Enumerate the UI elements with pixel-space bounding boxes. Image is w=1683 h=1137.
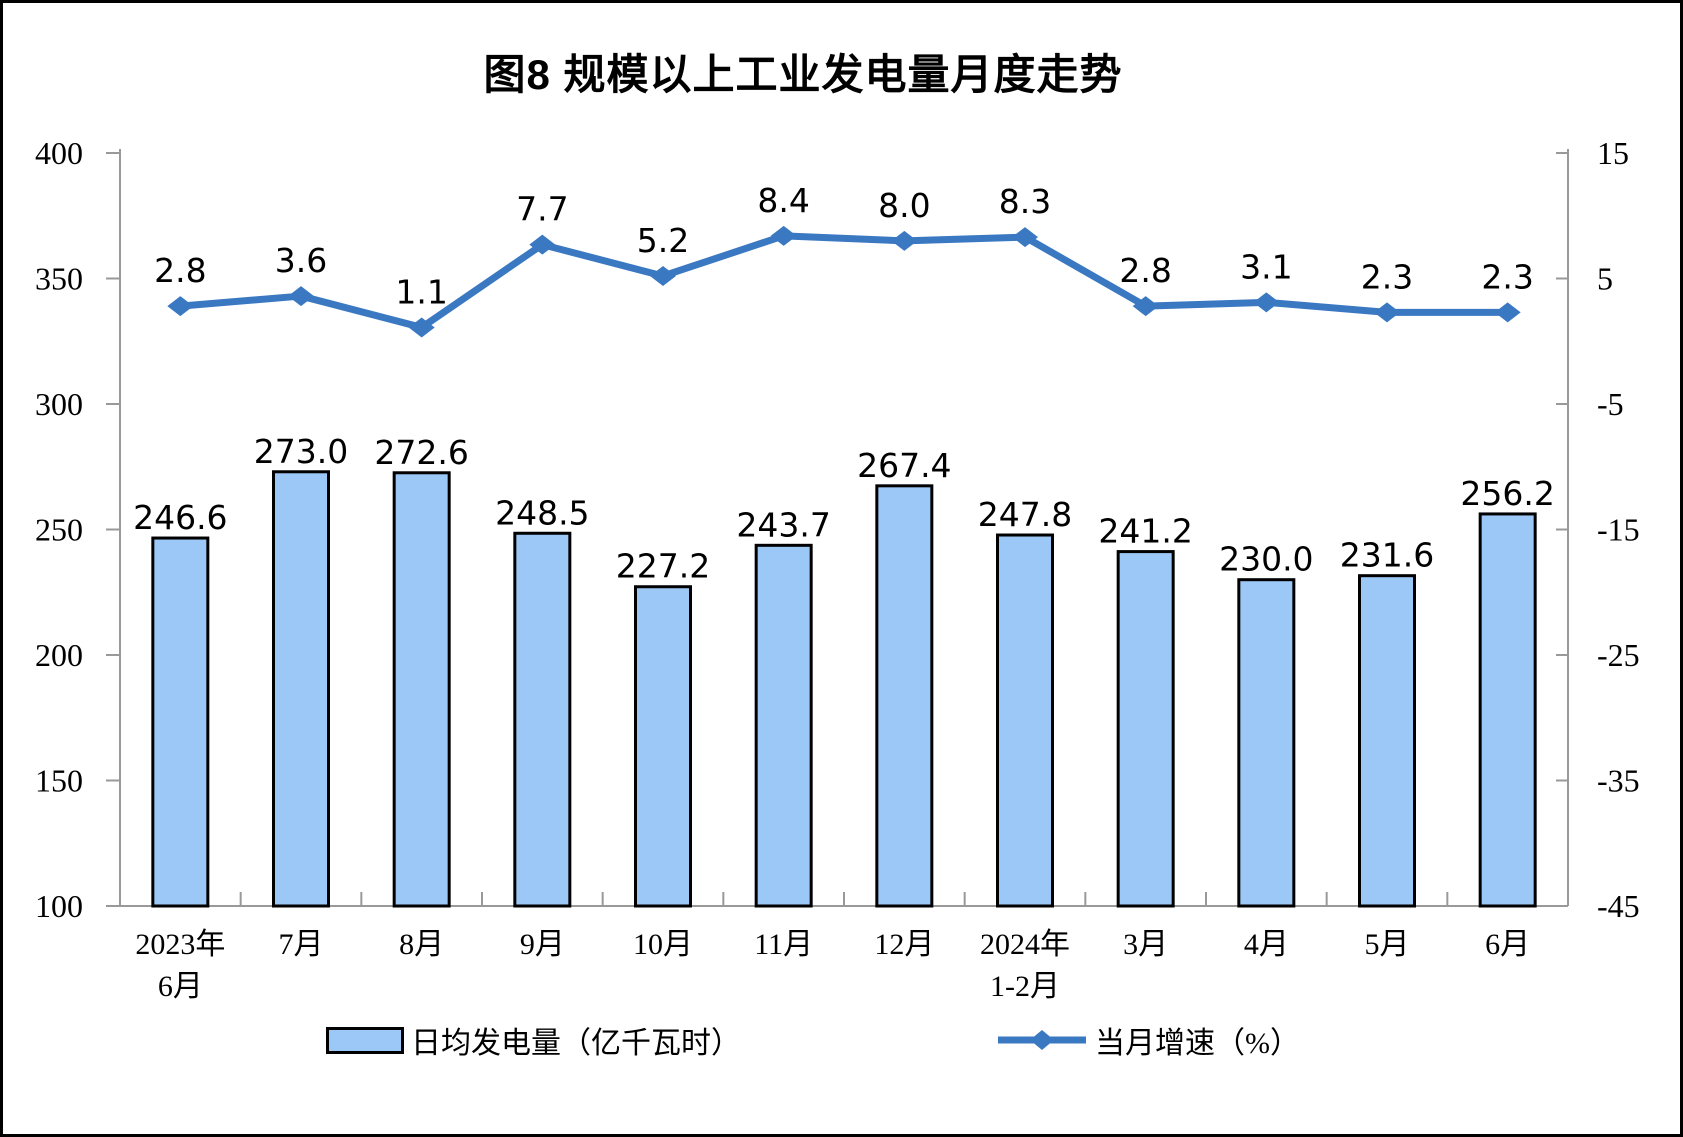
line-value-label-9: 3.1	[1240, 247, 1292, 286]
category-label-1: 7月	[279, 928, 324, 961]
bar-value-label-8: 241.2	[1098, 512, 1192, 551]
right-axis-tick-label: -5	[1597, 386, 1624, 422]
category-label-7: 1-2月	[990, 970, 1060, 1003]
bar-value-label-4: 227.2	[616, 547, 710, 586]
line-value-label-8: 2.8	[1119, 251, 1171, 290]
right-axis-tick-label: -35	[1597, 763, 1640, 799]
left-axis-tick-label: 350	[35, 261, 83, 297]
category-label-0: 2023年	[135, 928, 225, 961]
chart-title: 图8 规模以上工业发电量月度走势	[483, 51, 1123, 98]
category-label-10: 5月	[1365, 928, 1410, 961]
legend-item-bar-series: 日均发电量（亿千瓦时）	[326, 1021, 741, 1060]
category-label-3: 9月	[520, 928, 565, 961]
bar-2	[392, 471, 451, 908]
bar-series-label: 日均发电量（亿千瓦时）	[411, 1027, 741, 1060]
left-axis-tick-label: 400	[35, 135, 83, 171]
left-axis-tick-label: 150	[35, 763, 83, 799]
line-value-label-1: 3.6	[275, 241, 327, 280]
category-label-4: 10月	[633, 928, 693, 961]
line-series-swatch-icon	[998, 1030, 1086, 1050]
chart-plot-area: 400 350 300 250 200 150 100 15 5 -5 -15 -25 -35 -45 24…	[35, 135, 1640, 1003]
line-marker-6	[891, 230, 918, 251]
left-axis-tick-label: 250	[35, 512, 83, 548]
bar-value-label-10: 231.6	[1340, 536, 1434, 575]
left-axis-tick-label: 200	[35, 637, 83, 673]
left-axis-tick-label: 300	[35, 386, 83, 422]
bar-value-label-6: 267.4	[857, 446, 951, 485]
bar-value-label-7: 247.8	[978, 495, 1072, 534]
bar-3	[513, 531, 572, 908]
line-marker-0	[167, 296, 194, 317]
bar-9	[1237, 578, 1296, 908]
right-axis-tick-label: -45	[1597, 888, 1640, 924]
right-axis-tick-label: 15	[1597, 135, 1629, 171]
category-label-11: 6月	[1485, 928, 1530, 961]
line-marker-10	[1374, 302, 1400, 323]
bar-value-label-0: 246.6	[133, 498, 227, 537]
bar-4	[634, 585, 692, 908]
left-axis-tick-label: 100	[35, 888, 83, 924]
category-label-0: 6月	[158, 970, 203, 1003]
category-label-6: 12月	[874, 928, 934, 961]
bar-1	[272, 470, 330, 908]
bar-value-label-9: 230.0	[1219, 540, 1313, 579]
right-axis-tick-label: 5	[1597, 261, 1613, 297]
line-value-label-4: 5.2	[637, 221, 689, 260]
bar-8	[1116, 550, 1175, 908]
bar-6	[875, 484, 934, 908]
line-marker-1	[288, 286, 314, 307]
line-marker-2	[408, 317, 435, 338]
line-marker-5	[770, 225, 797, 246]
line-value-label-11: 2.3	[1481, 257, 1533, 296]
bar-series-swatch-icon	[326, 1026, 404, 1054]
category-label-8: 3月	[1123, 928, 1168, 961]
right-axis-tick-label: -25	[1597, 637, 1640, 673]
line-marker-11	[1494, 302, 1521, 323]
category-label-5: 11月	[754, 928, 813, 961]
line-value-label-6: 8.0	[878, 186, 930, 225]
bar-value-label-1: 273.0	[254, 432, 348, 471]
category-label-7: 2024年	[980, 928, 1070, 961]
category-label-2: 8月	[399, 928, 444, 961]
line-value-label-10: 2.3	[1361, 257, 1413, 296]
bar-11	[1478, 512, 1537, 908]
category-label-9: 4月	[1244, 928, 1289, 961]
bar-value-label-5: 243.7	[736, 505, 830, 544]
line-marker-9	[1253, 292, 1280, 313]
bar-5	[754, 543, 813, 908]
line-value-label-3: 7.7	[516, 190, 568, 229]
bar-value-label-3: 248.5	[495, 493, 589, 532]
line-value-label-0: 2.8	[154, 251, 206, 290]
legend-item-line-series: 当月增速（%）	[996, 1021, 1300, 1060]
line-marker-8	[1132, 296, 1159, 317]
bar-value-label-2: 272.6	[374, 433, 468, 472]
bar-10	[1358, 574, 1416, 908]
right-axis-tick-label: -15	[1597, 512, 1640, 548]
line-marker-4	[650, 265, 676, 286]
line-value-label-5: 8.4	[757, 181, 809, 220]
line-marker-3	[529, 234, 556, 255]
bar-value-label-11: 256.2	[1460, 474, 1554, 513]
line-value-label-7: 8.3	[999, 182, 1051, 221]
line-marker-7	[1012, 227, 1038, 248]
bar-0	[151, 536, 210, 908]
line-value-label-2: 1.1	[395, 272, 447, 311]
bar-7	[996, 533, 1054, 908]
growth-line	[176, 232, 1512, 331]
line-series-label: 当月增速（%）	[1095, 1027, 1300, 1060]
